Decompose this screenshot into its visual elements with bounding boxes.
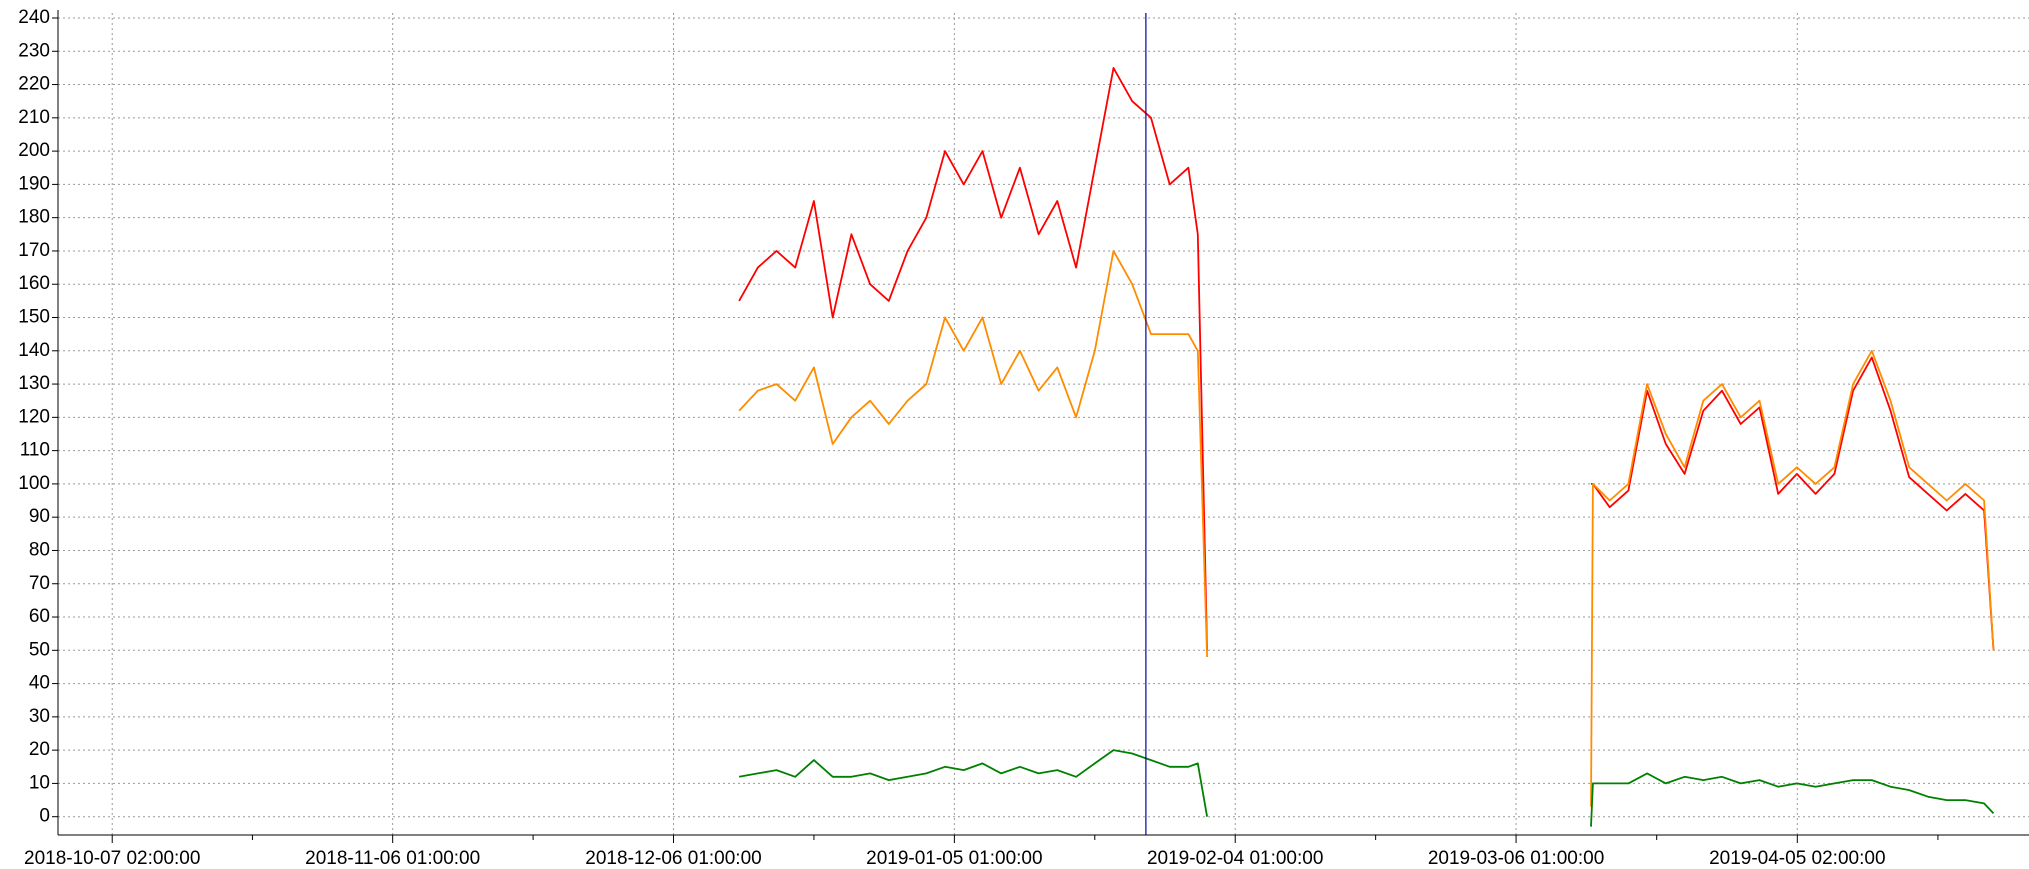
y-tick-label: 150 <box>18 307 50 328</box>
x-tick-label: 2018-12-06 01:00:00 <box>585 848 761 869</box>
y-tick-label: 60 <box>29 606 50 627</box>
y-tick-label: 170 <box>18 240 50 261</box>
y-tick-label: 110 <box>20 440 50 461</box>
y-tick-label: 240 <box>18 7 50 28</box>
y-tick-label: 0 <box>39 806 50 827</box>
y-tick-label: 20 <box>29 739 50 760</box>
y-tick-label: 100 <box>18 473 50 494</box>
y-tick-label: 30 <box>29 706 50 727</box>
x-tick-label: 2018-10-07 02:00:00 <box>24 848 200 869</box>
y-tick-label: 50 <box>29 639 50 660</box>
y-tick-label: 90 <box>29 506 50 527</box>
y-tick-label: 160 <box>18 273 50 294</box>
y-tick-label: 10 <box>29 772 50 793</box>
y-tick-label: 130 <box>18 373 50 394</box>
x-tick-label: 2019-03-06 01:00:00 <box>1428 848 1604 869</box>
series-line <box>738 250 1995 807</box>
y-tick-label: 40 <box>29 673 50 694</box>
series-line <box>738 749 1995 827</box>
y-tick-label: 220 <box>18 74 50 95</box>
x-tick-label: 2019-01-05 01:00:00 <box>866 848 1042 869</box>
y-tick-label: 140 <box>18 340 50 361</box>
x-tick-label: 2018-11-06 01:00:00 <box>305 848 480 869</box>
series-line <box>738 67 1995 651</box>
x-tick-label: 2019-04-05 02:00:00 <box>1709 848 1885 869</box>
y-tick-label: 190 <box>18 173 50 194</box>
y-tick-label: 70 <box>29 573 50 594</box>
y-tick-label: 120 <box>18 406 50 427</box>
y-tick-label: 200 <box>18 140 50 161</box>
y-tick-label: 80 <box>29 539 50 560</box>
x-tick-label: 2019-02-04 01:00:00 <box>1147 848 1323 869</box>
y-tick-label: 180 <box>18 207 50 228</box>
y-tick-label: 230 <box>18 40 50 61</box>
y-tick-label: 210 <box>18 107 50 128</box>
